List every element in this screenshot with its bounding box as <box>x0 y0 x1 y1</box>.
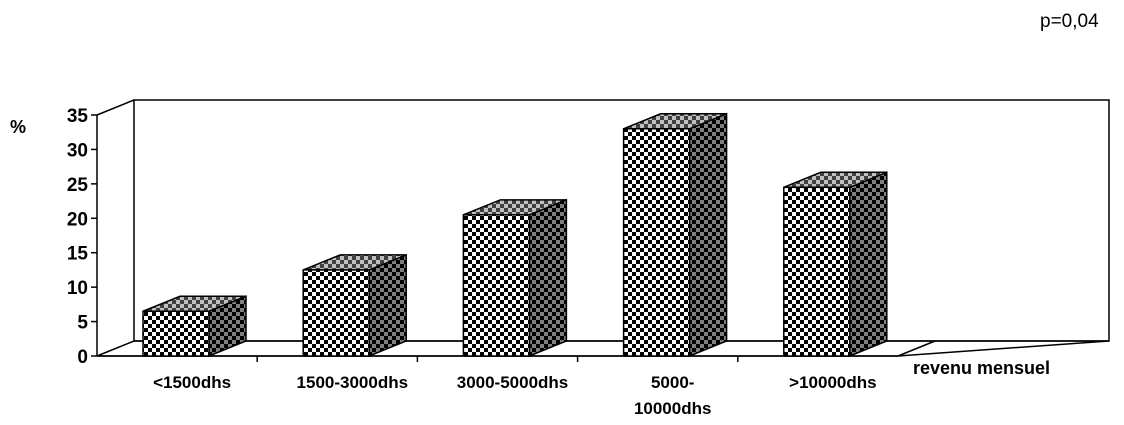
bar <box>302 253 407 358</box>
x-axis-title: revenu mensuel <box>913 358 1050 378</box>
y-tick-label: 15 <box>67 244 89 265</box>
y-tick-label: 10 <box>67 278 88 299</box>
x-axis-category-labels: <1500dhs 1500-3000dhs 3000-5000dhs 5000-100… <box>153 373 877 418</box>
x-axis-ticks <box>256 356 739 362</box>
left-wall-top-edge <box>96 99 135 116</box>
bar-side-face <box>849 171 888 358</box>
bar <box>142 295 247 358</box>
y-tick-label: 30 <box>67 140 88 161</box>
bar-front-face <box>142 310 210 357</box>
back-wall <box>133 99 1110 342</box>
bars <box>142 112 888 358</box>
y-tick-label: 5 <box>77 313 88 334</box>
y-tick-label: 35 <box>67 106 89 127</box>
bar-side-face <box>528 198 568 358</box>
floor <box>96 340 1110 357</box>
x-category-label: 1500-3000dhs <box>297 373 409 392</box>
p-value-annotation: p=0,04 <box>1040 11 1099 32</box>
y-axis-title: % <box>10 117 26 137</box>
bar-side-face <box>688 112 728 358</box>
y-tick-label: 0 <box>77 347 88 368</box>
x-category-label: 5000-10000dhs <box>634 373 712 418</box>
x-category-label: 3000-5000dhs <box>457 373 569 392</box>
y-tick-label: 20 <box>67 209 88 230</box>
bar-front-face <box>462 214 531 357</box>
bar <box>622 112 728 358</box>
bar-front-face <box>302 269 370 357</box>
bar-front-face <box>783 186 851 357</box>
x-axis-end-edge <box>897 340 936 357</box>
bar <box>462 198 568 358</box>
bar-side-face <box>368 253 407 358</box>
x-category-label: >10000dhs <box>789 373 876 392</box>
y-axis-ticks: 0 5 10 15 20 25 30 35 <box>67 106 97 368</box>
bar-front-face <box>622 128 691 357</box>
y-tick-label: 25 <box>67 175 89 196</box>
x-category-label: <1500dhs <box>153 373 231 392</box>
bar <box>783 171 888 358</box>
